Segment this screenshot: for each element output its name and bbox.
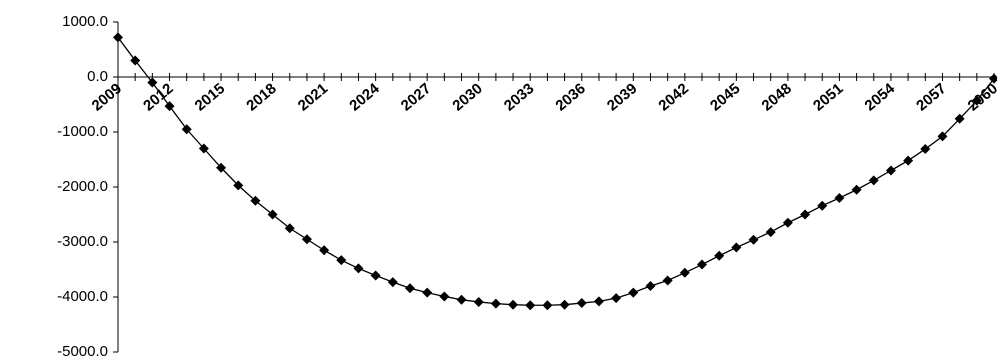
marker xyxy=(697,259,707,270)
x-tick-label: 2033 xyxy=(501,80,537,114)
marker xyxy=(920,144,931,155)
marker xyxy=(233,180,244,191)
marker xyxy=(559,299,570,310)
marker xyxy=(113,32,123,43)
marker xyxy=(903,155,914,166)
marker xyxy=(714,250,725,261)
marker xyxy=(971,95,982,106)
marker xyxy=(817,200,828,211)
marker xyxy=(611,293,622,304)
y-tick-label: -3000.0 xyxy=(57,233,108,250)
marker xyxy=(576,298,587,309)
x-tick-label: 2060 xyxy=(965,80,997,114)
x-tick-label: 2054 xyxy=(862,80,899,115)
marker xyxy=(147,77,158,88)
marker xyxy=(456,294,467,305)
marker xyxy=(439,291,450,302)
marker xyxy=(198,143,209,154)
marker xyxy=(405,283,415,294)
y-tick-label: 1000.0 xyxy=(62,13,108,30)
y-tick-label: -1000.0 xyxy=(57,123,108,140)
line xyxy=(117,37,995,306)
marker xyxy=(765,227,776,238)
x-tick-label: 2057 xyxy=(913,80,949,114)
marker xyxy=(782,217,793,228)
marker xyxy=(473,296,484,307)
marker xyxy=(800,209,811,220)
marker xyxy=(267,209,278,220)
marker xyxy=(679,267,690,278)
marker xyxy=(748,234,759,245)
marker xyxy=(662,275,673,286)
y-tick-label: -5000.0 xyxy=(57,343,108,360)
x-tick-label: 2018 xyxy=(243,80,279,114)
marker xyxy=(508,299,519,310)
x-tick-label: 2009 xyxy=(89,80,125,114)
marker xyxy=(319,245,330,256)
marker xyxy=(542,300,553,311)
marker xyxy=(422,287,433,298)
marker xyxy=(353,263,364,274)
x-tick-label: 2024 xyxy=(346,80,383,115)
marker xyxy=(731,242,742,253)
marker xyxy=(868,175,879,186)
marker xyxy=(989,73,997,84)
marker xyxy=(628,287,639,298)
x-tick-label: 2027 xyxy=(398,80,434,114)
marker xyxy=(937,131,948,142)
marker xyxy=(336,255,347,266)
marker xyxy=(834,193,845,203)
x-tick-label: 2021 xyxy=(295,80,331,114)
y-tick-label: -2000.0 xyxy=(57,178,108,195)
marker xyxy=(645,281,656,291)
marker xyxy=(370,270,381,281)
y-tick-label: -4000.0 xyxy=(57,288,108,305)
x-tick-label: 2036 xyxy=(552,80,588,114)
marker xyxy=(250,195,261,206)
x-tick-label: 2051 xyxy=(810,80,846,114)
marker xyxy=(387,277,398,288)
marker xyxy=(525,300,536,311)
x-tick-label: 2030 xyxy=(449,80,485,114)
marker xyxy=(593,296,604,307)
x-tick-label: 2039 xyxy=(604,80,640,114)
marker xyxy=(301,234,312,245)
marker xyxy=(954,113,965,124)
marker xyxy=(216,162,227,173)
marker xyxy=(164,101,175,112)
x-tick-label: 2015 xyxy=(192,80,228,114)
marker xyxy=(851,184,862,195)
x-tick-label: 2045 xyxy=(707,80,743,114)
marker xyxy=(885,165,896,176)
y-tick-label: 0.0 xyxy=(87,68,108,85)
x-tick-label: 2042 xyxy=(655,80,691,114)
marker xyxy=(181,124,192,135)
marker xyxy=(130,55,141,66)
x-tick-label: 2048 xyxy=(759,80,795,114)
marker xyxy=(490,298,501,309)
marker xyxy=(284,223,295,234)
